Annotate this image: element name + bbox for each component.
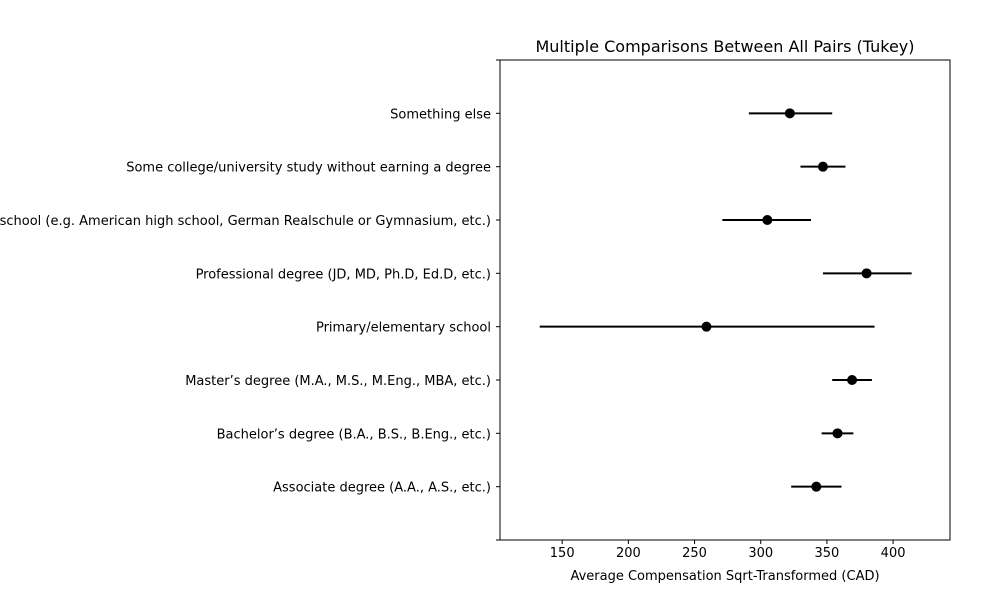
mean-marker	[784, 108, 795, 119]
y-tick-label: Some college/university study without ea…	[126, 161, 491, 176]
y-tick-label: Secondary school (e.g. American high sch…	[0, 214, 491, 229]
y-tick-label: Master’s degree (M.A., M.S., M.Eng., MBA…	[185, 374, 491, 389]
y-tick-label: Something else	[390, 107, 491, 122]
mean-marker	[817, 161, 828, 172]
mean-marker	[832, 428, 843, 439]
mean-marker	[847, 375, 858, 385]
x-tick-label: 200	[616, 546, 641, 561]
mean-marker	[861, 268, 872, 279]
x-axis-label: Average Compensation Sqrt-Transformed (C…	[570, 569, 879, 584]
x-tick-label: 250	[682, 546, 707, 561]
x-tick-label: 150	[550, 546, 575, 561]
x-tick-label: 400	[881, 546, 906, 561]
chart-title: Multiple Comparisons Between All Pairs (…	[535, 37, 914, 56]
y-tick-label: Professional degree (JD, MD, Ph.D, Ed.D,…	[196, 267, 491, 282]
y-tick-label: Associate degree (A.A., A.S., etc.)	[273, 481, 491, 496]
mean-marker	[762, 215, 773, 225]
mean-marker	[701, 321, 712, 332]
x-tick-label: 350	[814, 546, 839, 561]
x-tick-label: 300	[748, 546, 773, 561]
y-tick-label: Primary/elementary school	[316, 321, 491, 336]
mean-marker	[811, 481, 822, 492]
y-tick-label: Bachelor’s degree (B.A., B.S., B.Eng., e…	[217, 427, 491, 442]
plot-frame	[499, 59, 951, 541]
